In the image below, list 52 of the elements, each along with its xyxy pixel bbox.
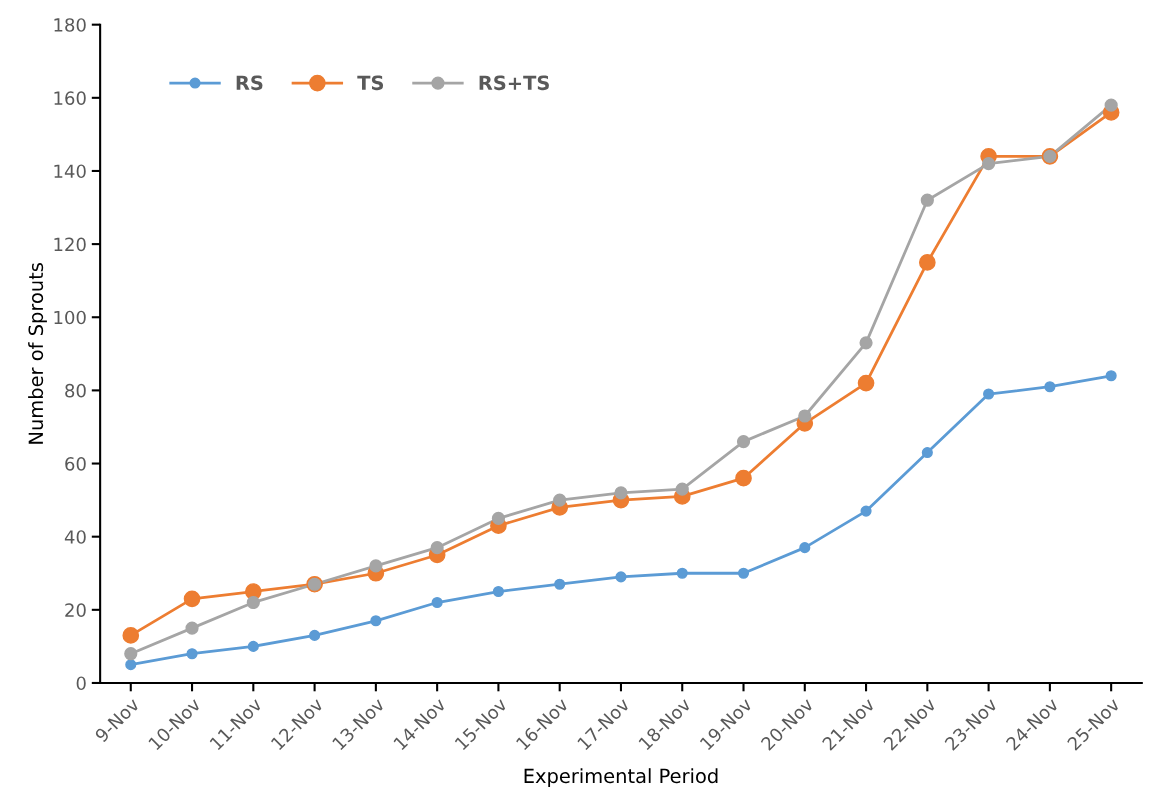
point [1105, 370, 1117, 382]
y-tick-label: 140 [54, 164, 86, 179]
point [798, 409, 812, 423]
point [431, 596, 443, 609]
point [737, 567, 750, 579]
y-tick-label: 60 [65, 457, 86, 471]
point [491, 511, 506, 525]
point [430, 541, 444, 555]
y-tick-label: 20 [65, 603, 86, 617]
point [246, 595, 260, 610]
point [918, 254, 936, 271]
point [554, 578, 566, 590]
point [921, 447, 933, 459]
y-axis-title: Number of Sprouts [28, 263, 47, 444]
x-axis-title: Experimental Period [524, 768, 718, 787]
point [614, 486, 628, 500]
y-tick-label: 0 [76, 676, 86, 691]
point [1104, 98, 1118, 112]
point [983, 388, 995, 400]
point [859, 336, 873, 350]
point [492, 585, 504, 598]
point [615, 571, 627, 583]
y-tick-label: 160 [54, 91, 86, 105]
point [553, 493, 567, 507]
point [799, 542, 811, 554]
legend-label: TS [357, 75, 384, 91]
y-tick-label: 80 [65, 383, 86, 398]
point [124, 647, 138, 661]
point [676, 567, 688, 579]
point [920, 193, 934, 207]
point [186, 648, 198, 660]
point [857, 374, 875, 392]
point [125, 659, 137, 671]
point [1044, 381, 1056, 393]
point [247, 640, 259, 652]
y-tick-label: 40 [64, 530, 86, 544]
point [309, 629, 321, 641]
y-tick-label: 100 [54, 310, 86, 325]
point [860, 505, 872, 517]
point [185, 621, 199, 635]
legend-label: RS+TS [479, 75, 549, 91]
y-tick-label: 120 [54, 237, 86, 252]
point [369, 559, 383, 573]
point [183, 590, 201, 608]
point [982, 157, 996, 171]
point [370, 615, 382, 627]
point [675, 482, 689, 496]
point [122, 627, 140, 644]
point [736, 434, 751, 449]
legend-label: RS [236, 75, 263, 91]
y-tick-label: 180 [54, 18, 86, 32]
point [735, 469, 752, 487]
